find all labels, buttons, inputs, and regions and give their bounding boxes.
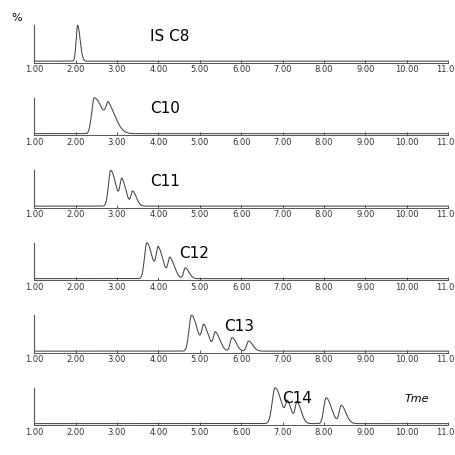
Text: C11: C11 xyxy=(150,174,180,188)
Text: %: % xyxy=(11,13,22,23)
Text: C14: C14 xyxy=(283,391,313,406)
Text: C10: C10 xyxy=(150,101,180,116)
Text: C13: C13 xyxy=(225,318,255,334)
Text: IS C8: IS C8 xyxy=(150,29,189,44)
Text: C12: C12 xyxy=(179,246,209,261)
Text: Tme: Tme xyxy=(404,394,429,404)
